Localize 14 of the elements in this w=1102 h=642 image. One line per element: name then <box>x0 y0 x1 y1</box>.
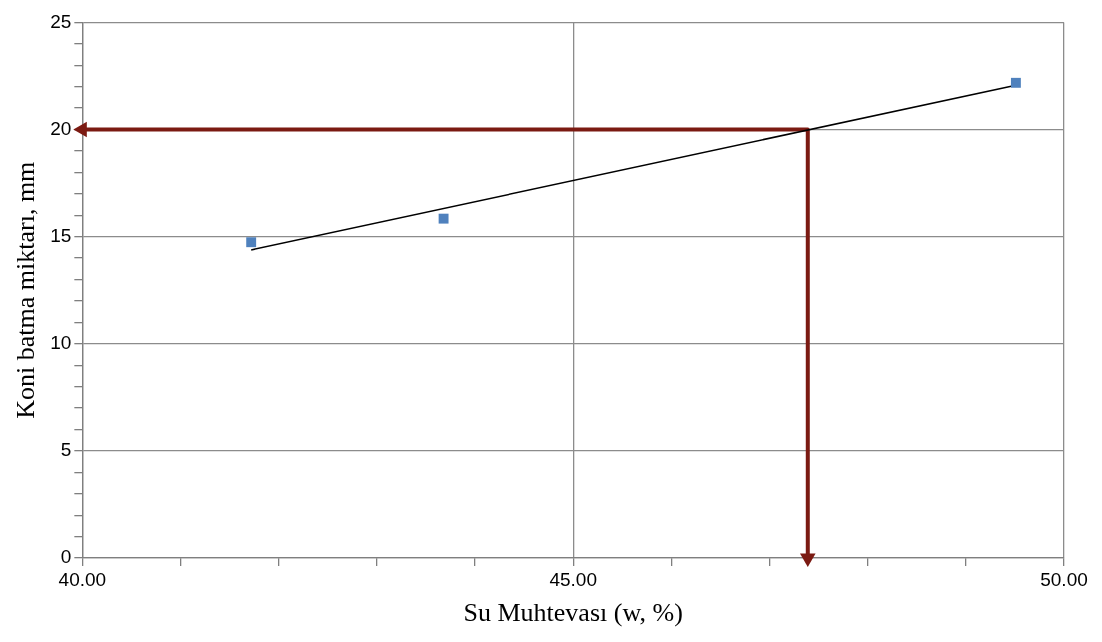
x-tick-label: 40.00 <box>58 568 107 590</box>
x-tick-label: 45.00 <box>549 568 597 590</box>
y-tick-label: 10 <box>50 331 72 353</box>
y-tick-label: 25 <box>50 10 72 32</box>
point <box>438 213 449 224</box>
x-tick-label: 50.00 <box>1040 568 1088 590</box>
y-tick-label: 15 <box>50 224 72 246</box>
point <box>1010 77 1021 88</box>
y-tick-label: 5 <box>60 439 72 461</box>
y-tick-label: 20 <box>50 117 72 139</box>
y-axis-title: Koni batma miktarı, mm <box>11 161 41 419</box>
point <box>246 237 257 248</box>
x-axis-title: Su Muhtevası (w, %) <box>463 598 683 628</box>
y-tick-label: 0 <box>60 546 72 568</box>
